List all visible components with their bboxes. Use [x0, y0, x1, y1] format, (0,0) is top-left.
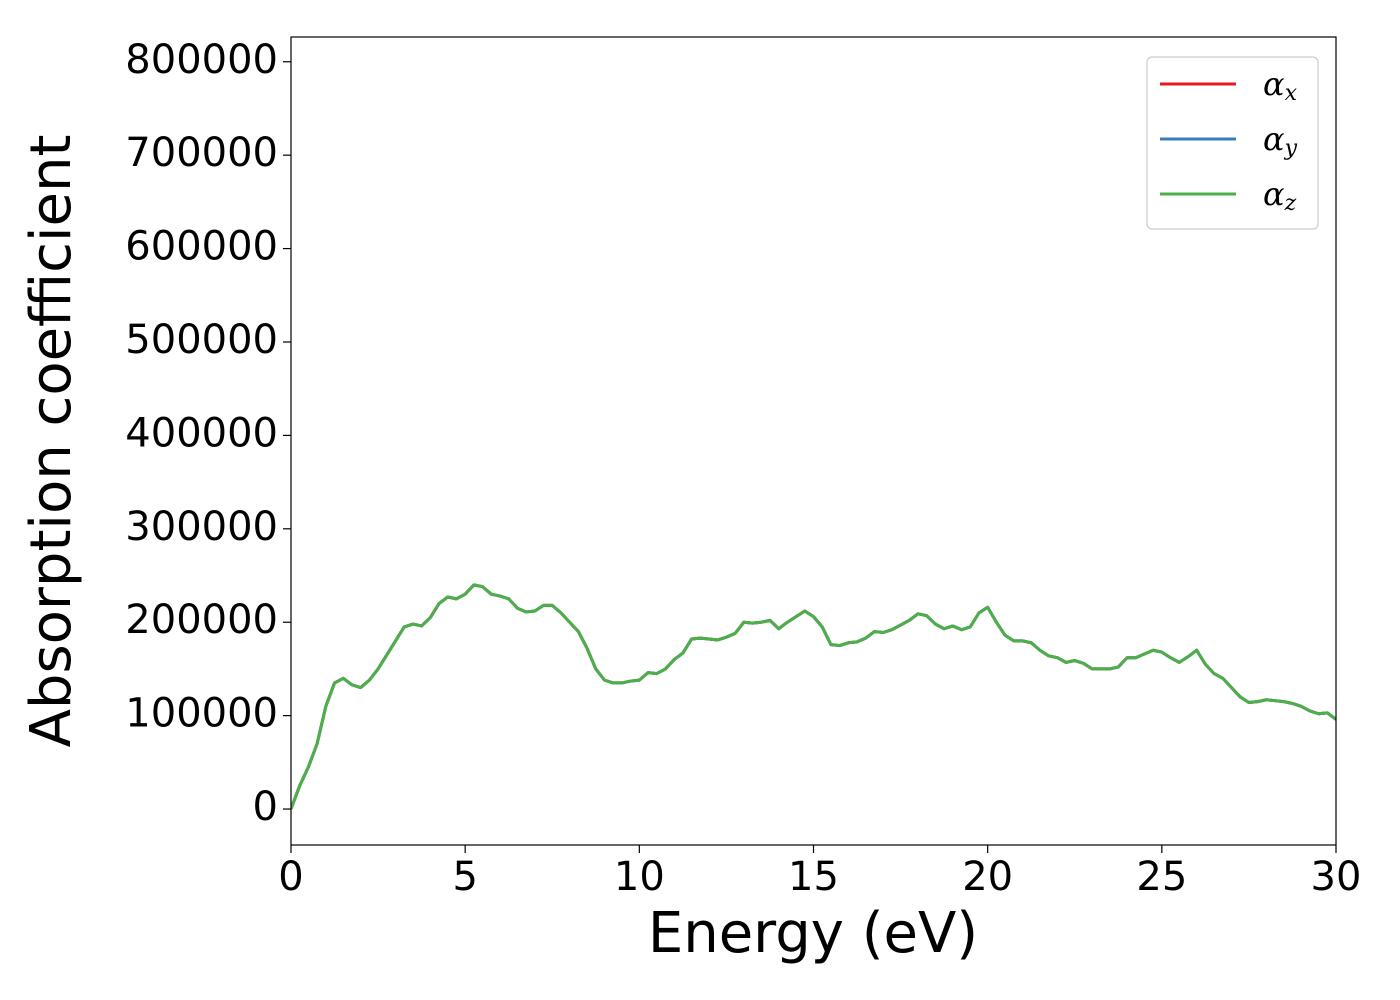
y-tick-label: 800000	[125, 37, 278, 83]
y-tick-label: 400000	[125, 410, 278, 456]
legend-label: αz	[1263, 175, 1297, 217]
x-tick-label: 5	[452, 854, 477, 900]
x-tick-label: 15	[788, 854, 839, 900]
plot-frame	[290, 36, 1337, 846]
x-tick-label: 30	[1311, 854, 1362, 900]
legend-label: αy	[1263, 120, 1298, 162]
y-tick-label: 500000	[125, 317, 278, 363]
y-axis-label: Absorption coefficient	[19, 135, 84, 748]
x-tick-label: 0	[278, 854, 303, 900]
legend-label: αx	[1263, 65, 1298, 107]
y-tick-label: 300000	[125, 504, 278, 550]
x-axis-label: Energy (eV)	[648, 901, 978, 966]
x-tick-label: 20	[962, 854, 1013, 900]
y-tick-label: 700000	[125, 130, 278, 176]
y-tick-label: 0	[253, 784, 278, 830]
y-tick-label: 200000	[125, 597, 278, 643]
legend: αx αy αz	[1146, 56, 1319, 230]
series-line	[291, 583, 1336, 810]
x-tick-label: 10	[614, 854, 665, 900]
legend-box	[1146, 56, 1319, 230]
y-tick-label: 100000	[125, 691, 278, 737]
y-tick-label: 600000	[125, 224, 278, 270]
x-tick-label: 25	[1136, 854, 1187, 900]
